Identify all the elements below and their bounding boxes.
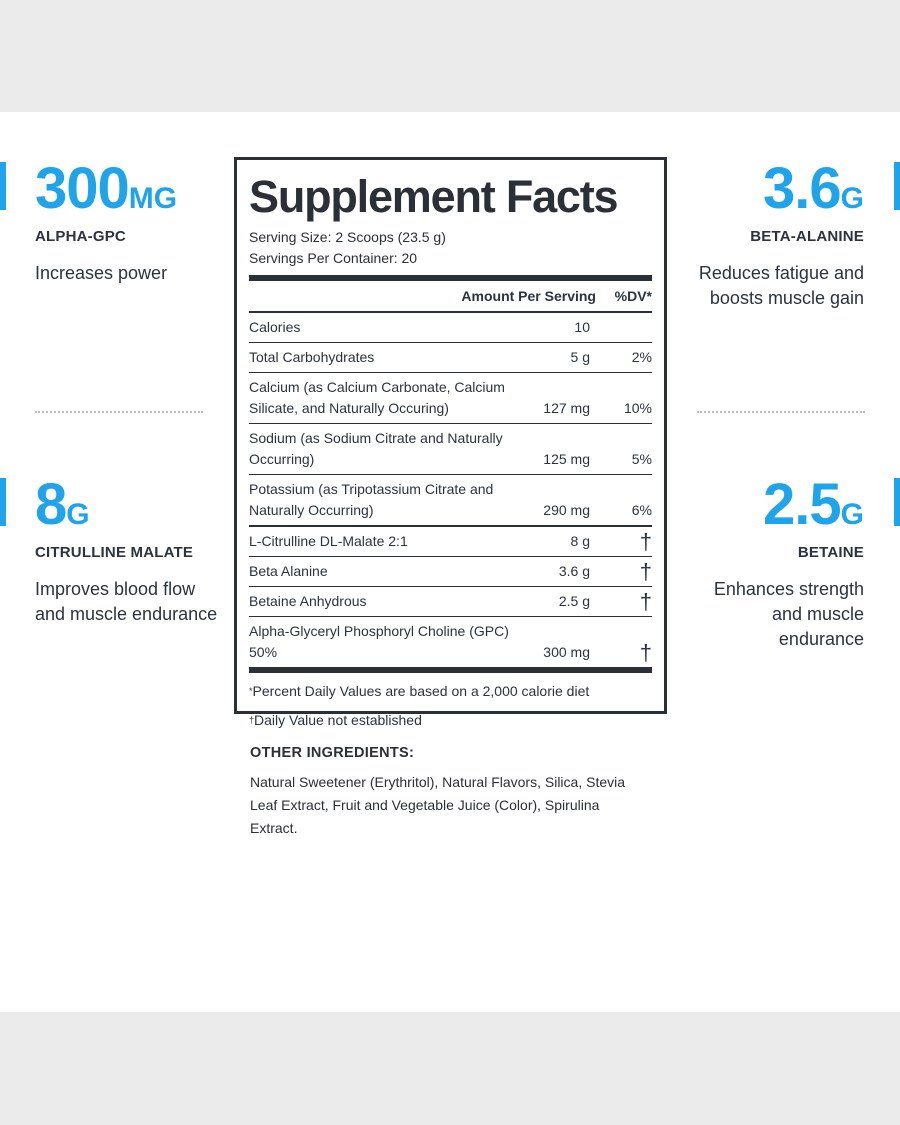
accent-bar-left-top <box>0 162 6 210</box>
stat-name: CITRULLINE MALATE <box>35 544 194 561</box>
row-label: Alpha-Glyceryl Phosphoryl Choline (GPC) … <box>249 623 509 660</box>
footnote-mark: * <box>249 686 253 696</box>
stat-description: Reduces fatigue and boosts muscle gain <box>698 263 864 308</box>
row-amount: 8 g <box>570 533 590 549</box>
footnote-mark: † <box>249 715 255 725</box>
row-label: Calcium (as Calcium Carbonate, Calcium S… <box>249 379 505 416</box>
row-dv: † <box>639 559 652 584</box>
bottom-band <box>0 1012 900 1125</box>
row-dv: † <box>639 529 652 554</box>
facts-row-calcium: Calcium (as Calcium Carbonate, Calcium S… <box>249 373 652 424</box>
divider-right <box>697 411 865 413</box>
row-amount: 127 mg <box>543 400 590 416</box>
stat-description: Increases power <box>35 263 168 283</box>
row-dv: 5% <box>631 451 652 467</box>
facts-title: Supplement Facts <box>249 171 619 222</box>
other-ingredients-text: Natural Sweetener (Erythritol), Natural … <box>250 774 626 836</box>
facts-row-potassium: Potassium (as Tripotassium Citrate and N… <box>249 475 652 527</box>
row-label: Calories <box>249 319 301 335</box>
facts-row-carbohydrates: Total Carbohydrates 5 g 2% <box>249 343 652 373</box>
thick-rule-bottom <box>249 667 652 673</box>
stat-citrulline-malate: 8G CITRULLINE MALATE Improves blood flow… <box>35 476 245 627</box>
other-ingredients-heading: OTHER INGREDIENTS: <box>250 745 415 761</box>
facts-row-betaine: Betaine Anhydrous 2.5 g † <box>249 587 652 617</box>
row-dv: 2% <box>631 349 652 365</box>
stat-name: BETA-ALANINE <box>750 228 864 245</box>
row-amount: 5 g <box>570 349 590 365</box>
stat-betaine: 2.5G BETAINE Enhances strength and muscl… <box>654 476 864 652</box>
row-label: Total Carbohydrates <box>249 349 375 365</box>
accent-bar-right-bottom <box>894 478 900 526</box>
stat-name: ALPHA-GPC <box>35 228 126 245</box>
servings-per-container: Servings Per Container: 20 <box>249 250 418 266</box>
footnote-not-established: †Daily Value not established <box>249 710 652 731</box>
medium-rule <box>249 311 652 313</box>
facts-header-row: Amount Per Serving %DV* <box>249 281 652 309</box>
stat-description: Enhances strength and muscle endurance <box>713 579 864 649</box>
row-amount: 2.5 g <box>558 593 590 609</box>
dv-header: %DV* <box>614 288 652 304</box>
row-label: L-Citrulline DL-Malate 2:1 <box>249 533 408 549</box>
row-amount: 10 <box>574 319 590 335</box>
divider-left <box>35 411 203 413</box>
row-label: Beta Alanine <box>249 563 328 579</box>
row-amount: 290 mg <box>543 502 590 518</box>
top-band <box>0 0 900 112</box>
supplement-facts-panel: Supplement Facts Serving Size: 2 Scoops … <box>234 157 667 728</box>
row-dv: 6% <box>631 502 652 518</box>
facts-row-calories: Calories 10 <box>249 313 652 343</box>
row-amount: 300 mg <box>543 644 590 660</box>
stat-beta-alanine: 3.6G BETA-ALANINE Reduces fatigue and bo… <box>654 160 864 311</box>
footnote-dv: *Percent Daily Values are based on a 2,0… <box>249 681 652 702</box>
row-dv: † <box>639 640 652 665</box>
row-dv: † <box>639 589 652 614</box>
facts-row-alpha-gpc: Alpha-Glyceryl Phosphoryl Choline (GPC) … <box>249 617 652 667</box>
serving-size: Serving Size: 2 Scoops (23.5 g) <box>249 229 446 245</box>
row-amount: 125 mg <box>543 451 590 467</box>
facts-row-sodium: Sodium (as Sodium Citrate and Naturally … <box>249 424 652 475</box>
stat-value: 8G <box>35 472 90 537</box>
other-ingredients: OTHER INGREDIENTS: Natural Sweetener (Er… <box>250 745 650 840</box>
facts-row-citrulline: L-Citrulline DL-Malate 2:1 8 g † <box>249 527 652 557</box>
stat-value: 2.5G <box>763 472 864 537</box>
stat-description: Improves blood flow and muscle endurance <box>35 579 218 624</box>
thick-rule <box>249 275 652 281</box>
row-amount: 3.6 g <box>558 563 590 579</box>
facts-row-beta-alanine: Beta Alanine 3.6 g † <box>249 557 652 587</box>
row-label: Sodium (as Sodium Citrate and Naturally … <box>249 430 503 467</box>
accent-bar-right-top <box>894 162 900 210</box>
row-label: Betaine Anhydrous <box>249 593 367 609</box>
footnote-text: Percent Daily Values are based on a 2,00… <box>252 683 590 699</box>
footnote-text: Daily Value not established <box>254 712 422 728</box>
row-label: Potassium (as Tripotassium Citrate and N… <box>249 481 494 518</box>
accent-bar-left-bottom <box>0 478 6 526</box>
stat-value: 3.6G <box>763 156 864 221</box>
stat-alpha-gpc: 300MG ALPHA-GPC Increases power <box>35 160 245 286</box>
stat-value: 300MG <box>35 156 178 221</box>
row-dv: 10% <box>623 400 652 416</box>
amount-per-serving-header: Amount Per Serving <box>461 288 596 304</box>
stat-name: BETAINE <box>797 544 864 561</box>
